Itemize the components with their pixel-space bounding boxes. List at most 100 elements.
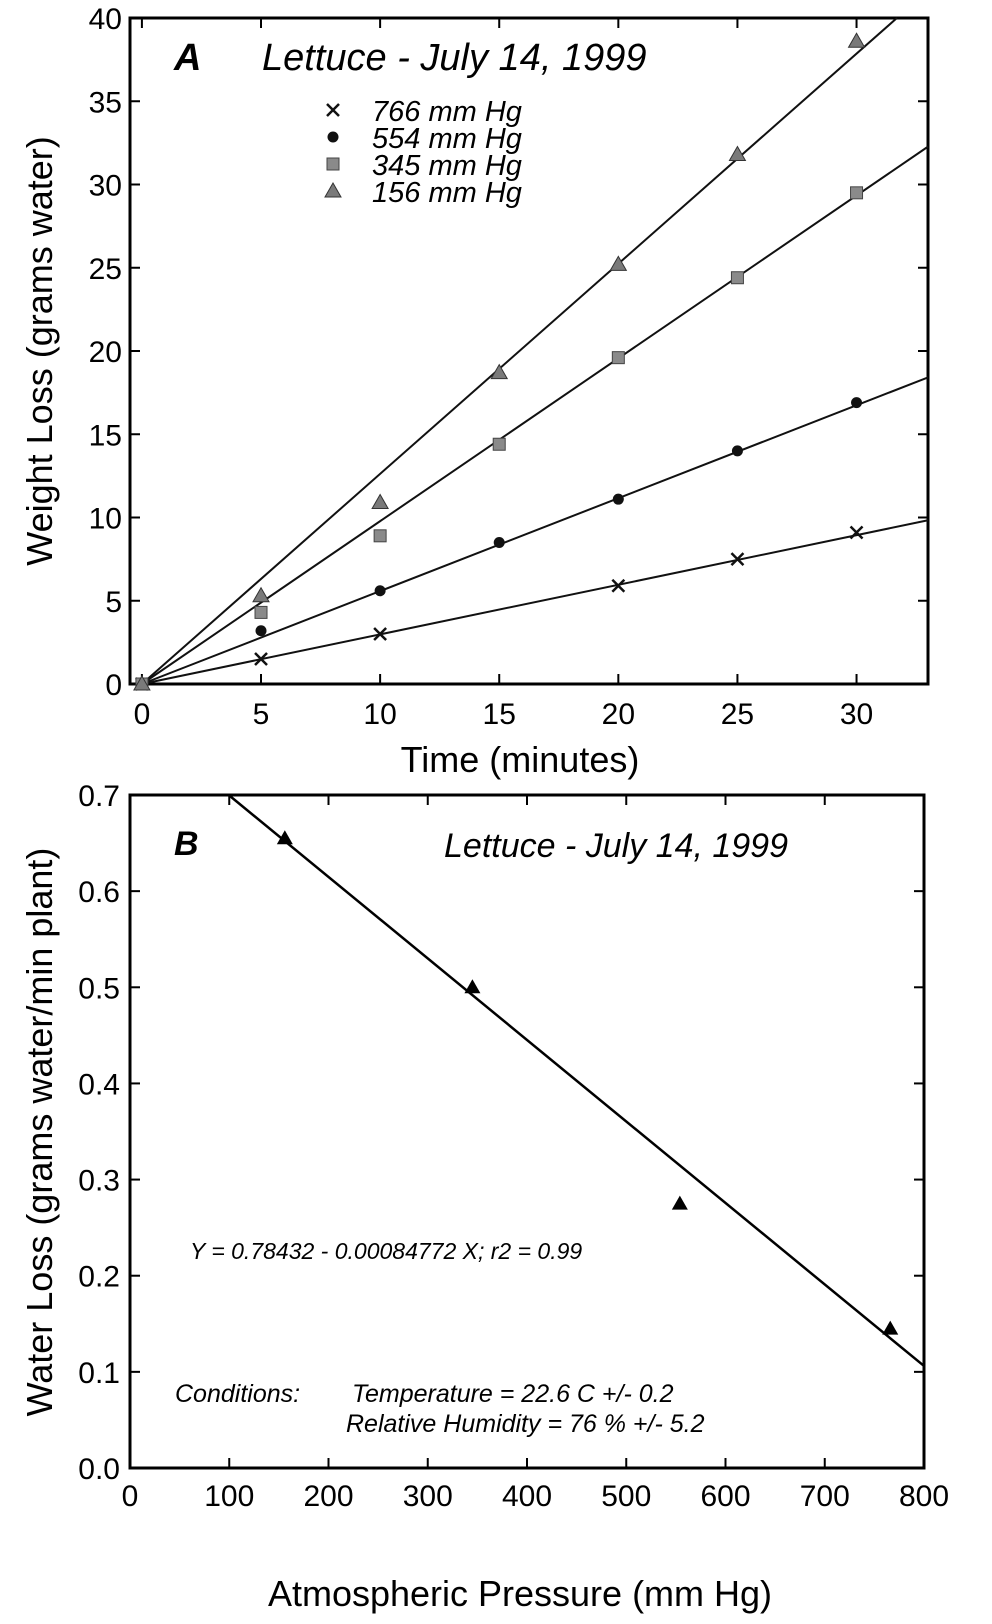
data-point-circle [493, 536, 505, 548]
data-point-triangle [464, 979, 481, 994]
legend-marker-triangle [324, 181, 342, 198]
legend-label: 766 mm Hg [372, 96, 522, 128]
panel-b-data-points [276, 830, 899, 1335]
data-point-triangle [609, 255, 628, 271]
panel-a-x-axis-title: Time (minutes) [401, 739, 640, 780]
data-point-square [254, 605, 268, 619]
data-point-triangle [728, 145, 747, 162]
data-point-triangle [490, 363, 509, 380]
panel-b-y-tick-label: 0.4 [78, 1068, 120, 1101]
panel-a-x-tick-label: 30 [840, 698, 873, 731]
data-point-x [611, 578, 626, 593]
panel-b-x-tick-label: 700 [800, 1480, 850, 1513]
legend-label: 156 mm Hg [372, 177, 522, 209]
fit-line-345-mm-hg [141, 145, 929, 685]
data-point-circle [255, 625, 267, 637]
panel-b-fit-line [227, 794, 925, 1367]
panel-a-x-tick-label: 0 [134, 698, 151, 731]
panel-a-y-tick-label: 0 [105, 669, 122, 702]
panel-b-x-tick-label: 800 [899, 1480, 949, 1513]
panel-a-x-tick-label: 10 [363, 698, 396, 731]
legend-marker-square [326, 157, 340, 171]
data-point-square [730, 271, 744, 285]
panel-b-y-tick-label: 0.1 [78, 1357, 120, 1390]
panel-b-x-tick-label: 200 [303, 1480, 353, 1513]
data-point-triangle [371, 493, 389, 510]
panel-b: 0.0 0.1 0.2 0.3 0.4 0.5 0.6 0.7 0 100 200 300 400 50… [19, 780, 949, 1614]
data-point-circle [374, 585, 386, 597]
panel-a-y-tick-label: 40 [89, 3, 122, 36]
panel-b-temperature-note: Temperature = 22.6 C +/- 0.2 [352, 1380, 674, 1408]
panel-a-x-tick-label: 5 [253, 698, 270, 731]
panel-b-x-tick-label: 300 [403, 1480, 453, 1513]
panel-a-x-tick-label: 15 [483, 698, 516, 731]
panel-b-y-tick-label: 0.5 [78, 972, 120, 1005]
panel-b-x-axis-title: Atmospheric Pressure (mm Hg) [268, 1573, 772, 1614]
data-point-circle [731, 445, 743, 457]
panel-b-y-tick-label: 0.6 [78, 876, 120, 909]
data-point-x [373, 627, 388, 641]
data-point-x [254, 652, 268, 666]
panel-b-x-axis: 0 100 200 300 400 500 600 700 800 [122, 795, 949, 1513]
data-point-triangle [133, 674, 151, 691]
fit-line-766-mm-hg [141, 519, 929, 685]
data-point-triangle [276, 830, 293, 845]
data-point-square [850, 186, 864, 200]
data-point-triangle [847, 32, 866, 48]
panel-b-x-tick-label: 400 [502, 1480, 552, 1513]
panel-b-x-tick-label: 0 [122, 1480, 139, 1513]
panel-a-x-tick-label: 25 [721, 698, 754, 731]
panel-b-label: B [174, 825, 199, 863]
data-point-x [849, 525, 864, 540]
panel-a-y-tick-label: 5 [105, 586, 122, 619]
panel-a-y-tick-label: 15 [89, 419, 122, 452]
panel-a: 0 5 10 15 20 25 30 35 40 0 5 10 15 20 25 30 766 mm Hg5… [19, 3, 930, 780]
panel-b-humidity-note: Relative Humidity = 76 % +/- 5.2 [346, 1410, 705, 1438]
panel-a-data-points [133, 32, 866, 691]
panel-b-y-tick-label: 0.2 [78, 1261, 120, 1294]
panel-a-y-tick-label: 35 [89, 86, 122, 119]
panel-b-x-tick-label: 500 [601, 1480, 651, 1513]
panel-a-y-tick-label: 10 [89, 503, 122, 536]
data-point-circle [851, 397, 863, 409]
legend-label: 345 mm Hg [372, 150, 522, 182]
panel-b-y-axis-title: Water Loss (grams water/min plant) [19, 848, 60, 1417]
data-point-square [611, 351, 625, 365]
data-point-square [492, 437, 506, 451]
panel-a-y-tick-label: 20 [89, 336, 122, 369]
regression-line [227, 794, 925, 1367]
panel-b-y-tick-label: 0.7 [78, 780, 120, 813]
panel-b-y-tick-label: 0.3 [78, 1165, 120, 1198]
panel-b-y-tick-label: 0.0 [78, 1453, 120, 1486]
data-point-triangle [882, 1320, 899, 1335]
panel-a-fit-lines [141, 17, 929, 685]
panel-b-conditions-label: Conditions: [175, 1380, 300, 1408]
data-point-triangle [252, 586, 270, 603]
data-point-x [730, 552, 745, 567]
fit-line-156-mm-hg [141, 17, 898, 685]
legend-marker-x [326, 103, 340, 117]
panel-a-y-axis: 0 5 10 15 20 25 30 35 40 [89, 3, 928, 702]
data-point-square [373, 529, 387, 543]
data-point-triangle [671, 1195, 688, 1210]
data-point-circle [612, 493, 624, 505]
panel-a-plot-frame [128, 16, 930, 686]
panel-b-x-tick-label: 100 [204, 1480, 254, 1513]
legend-marker-circle [327, 131, 339, 143]
fit-line-554-mm-hg [141, 376, 929, 685]
panel-a-label: A [173, 37, 201, 79]
panel-b-title: Lettuce - July 14, 1999 [444, 827, 788, 865]
panel-a-x-tick-label: 20 [602, 698, 635, 731]
legend-label: 554 mm Hg [372, 123, 522, 155]
panel-b-plot-frame [128, 793, 926, 1470]
panel-b-x-tick-label: 600 [700, 1480, 750, 1513]
panel-a-x-axis: 0 5 10 15 20 25 30 [134, 18, 873, 731]
panel-a-title: Lettuce - July 14, 1999 [262, 37, 646, 79]
panel-a-y-axis-title: Weight Loss (grams water) [19, 136, 60, 565]
panel-b-fit-equation: Y = 0.78432 - 0.00084772 X; r2 = 0.99 [190, 1238, 582, 1264]
panel-a-y-tick-label: 25 [89, 253, 122, 286]
panel-b-y-axis: 0.0 0.1 0.2 0.3 0.4 0.5 0.6 0.7 [78, 780, 924, 1486]
panel-a-y-tick-label: 30 [89, 170, 122, 203]
